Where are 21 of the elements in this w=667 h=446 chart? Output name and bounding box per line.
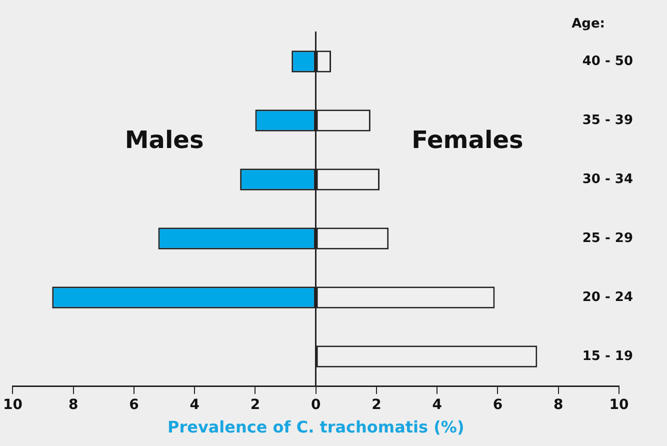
y-tick-label: 15 - 19	[582, 348, 633, 364]
x-tick-label: 2	[372, 397, 382, 414]
y-axis-title: Age:	[572, 16, 605, 32]
x-tick-label: 10	[3, 397, 23, 414]
series-label: Females	[412, 126, 524, 154]
x-tick-label: 2	[250, 397, 260, 414]
x-tick-label: 0	[310, 397, 321, 414]
x-tick-label: 8	[554, 397, 564, 414]
y-tick-label: 30 - 34	[582, 172, 633, 187]
x-axis-title: Prevalence of C. trachomatis (%)	[167, 418, 464, 437]
x-tick-label: 6	[129, 397, 139, 414]
x-tick-label: 4	[190, 397, 200, 414]
y-tick-label: 20 - 24	[582, 290, 633, 305]
x-tick-label: 10	[609, 397, 629, 414]
x-tick-label: 4	[432, 397, 442, 414]
y-tick-label: 40 - 50	[582, 54, 633, 69]
series-label: Males	[124, 126, 204, 154]
y-tick-label: 25 - 29	[582, 230, 633, 246]
x-tick-label: 6	[492, 397, 503, 414]
x-tick-label: 8	[68, 397, 78, 414]
y-tick-label: 35 - 39	[582, 112, 633, 128]
